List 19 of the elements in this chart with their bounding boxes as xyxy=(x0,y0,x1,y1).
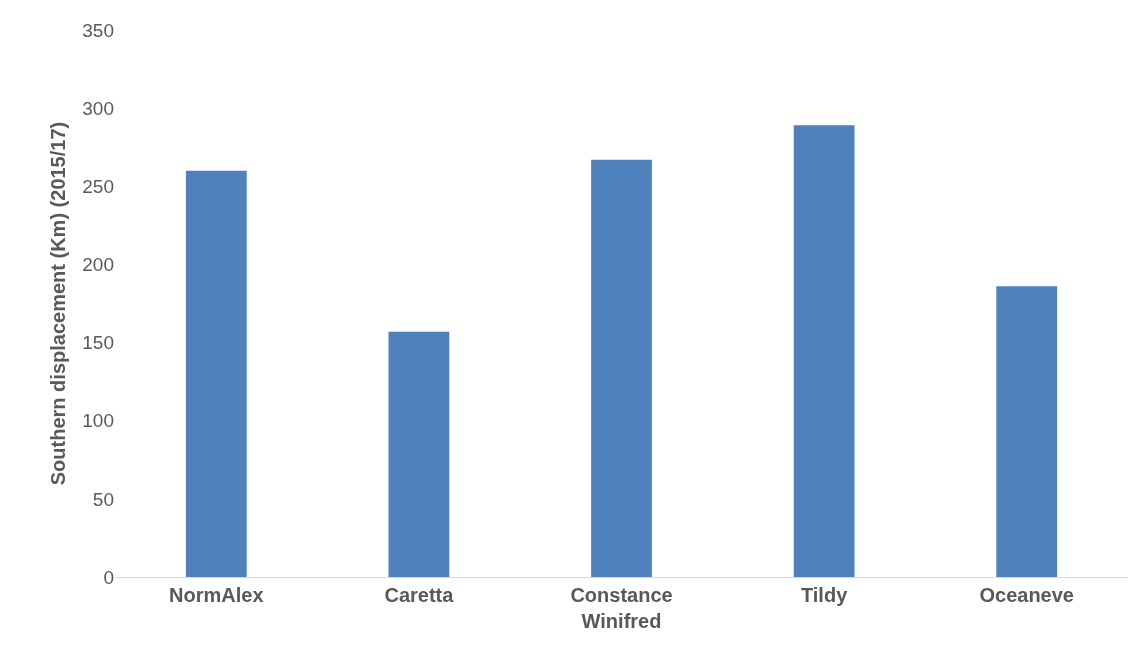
bar xyxy=(996,286,1058,577)
x-tick-label: Oceaneve xyxy=(979,584,1074,606)
bar xyxy=(591,159,652,577)
y-tick-label: 100 xyxy=(82,410,114,432)
y-tick-label: 300 xyxy=(82,97,114,119)
x-tick-label: NormAlex xyxy=(169,584,264,606)
y-tick-label: 150 xyxy=(82,332,114,354)
y-tick-label: 250 xyxy=(82,175,114,197)
y-axis-title: Southern displacement (Km) (2015/17) xyxy=(47,121,69,486)
y-tick-label: 200 xyxy=(82,254,114,276)
x-tick-label: Tildy xyxy=(800,584,849,606)
y-tick-label: 0 xyxy=(103,566,114,588)
y-tick-label: 50 xyxy=(92,488,114,510)
x-tick-label: Constance Winifred xyxy=(570,584,673,632)
bar xyxy=(793,125,855,577)
bar xyxy=(388,331,450,577)
x-tick-label: Caretta xyxy=(384,584,455,606)
y-tick-label: 350 xyxy=(82,19,114,41)
bar xyxy=(185,170,247,577)
